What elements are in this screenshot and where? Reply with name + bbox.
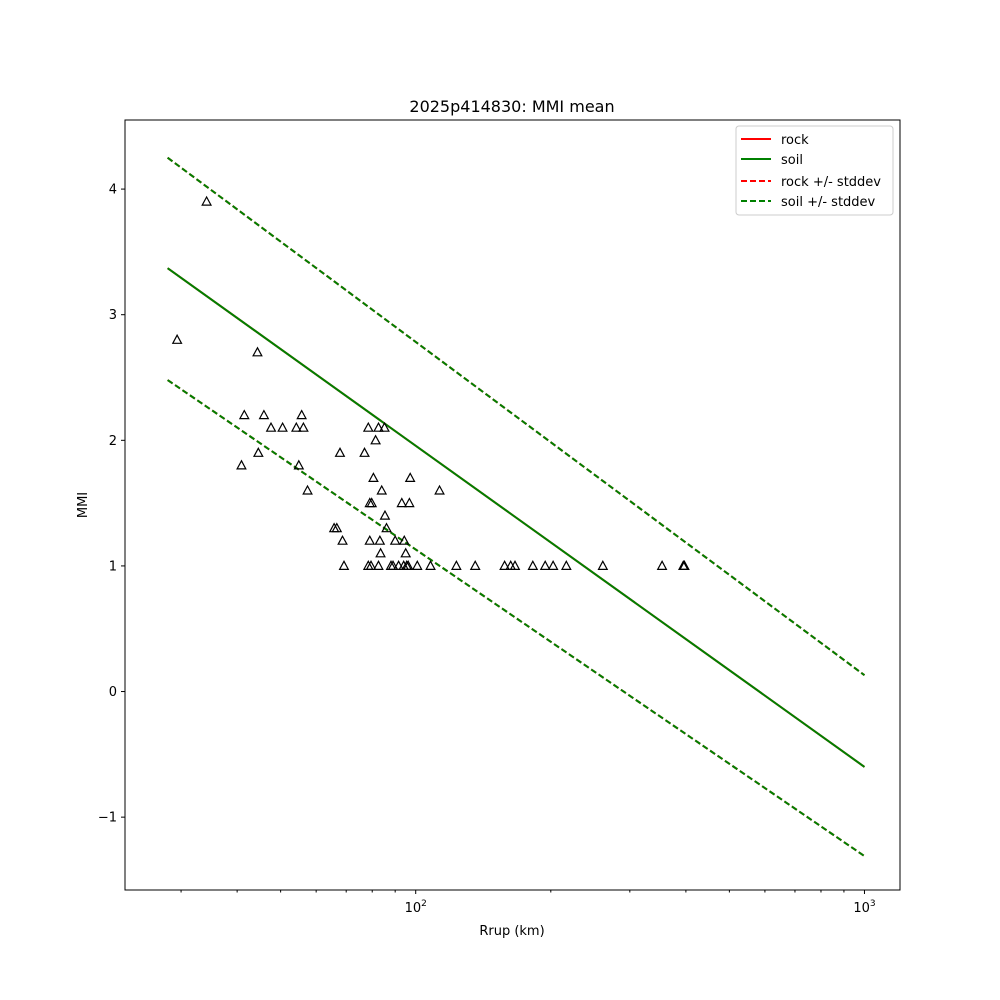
data-point — [398, 534, 410, 545]
data-point — [656, 560, 668, 571]
data-point — [387, 560, 399, 571]
data-point — [425, 560, 436, 571]
data-point — [296, 409, 308, 420]
legend-label-soil: soil — [781, 153, 803, 168]
data-point — [277, 421, 288, 432]
data-point — [362, 421, 374, 432]
data-point — [379, 509, 391, 520]
data-points — [171, 195, 690, 571]
y-axis-label: MMI — [76, 492, 91, 518]
data-point — [364, 534, 376, 545]
data-point — [396, 497, 408, 508]
data-point — [381, 522, 392, 533]
data-point — [337, 534, 348, 545]
series-line-soil-stddev-upper — [167, 156, 866, 677]
data-point — [404, 472, 416, 482]
x-tick-label-exponent: 3 — [870, 899, 876, 909]
data-point — [402, 560, 414, 571]
data-point — [597, 560, 609, 571]
legend-label-soil-stddev: soil +/- stddev — [781, 195, 876, 210]
y-tick-label: 0 — [109, 685, 117, 700]
data-point — [373, 560, 384, 571]
x-tick-label-base: 10 — [853, 901, 870, 916]
data-point — [368, 472, 379, 482]
data-point — [403, 497, 415, 508]
data-point — [238, 409, 250, 420]
series-line-soil — [167, 267, 866, 768]
data-point — [389, 534, 401, 545]
data-point — [561, 560, 572, 571]
data-point — [373, 421, 384, 432]
legend: rock soil rock +/- stddev soil +/- stdde… — [735, 125, 894, 216]
data-point — [365, 560, 377, 571]
plot-background — [125, 120, 900, 890]
data-point — [366, 497, 378, 508]
data-point — [265, 421, 277, 432]
data-point — [297, 421, 309, 432]
data-point — [236, 459, 247, 470]
x-tick-label: 102 — [405, 899, 427, 916]
data-point — [527, 560, 539, 571]
legend-label-rock: rock — [781, 133, 809, 148]
y-tick-label: 4 — [109, 183, 117, 198]
chart-title: 2025p414830: MMI mean — [409, 97, 614, 116]
y-tick-label: 1 — [109, 559, 117, 574]
data-point — [499, 560, 511, 571]
x-tick-label-base: 10 — [405, 901, 422, 916]
data-point — [376, 484, 388, 495]
y-tick-label: 3 — [109, 308, 117, 323]
data-point — [291, 421, 302, 432]
data-point — [539, 560, 551, 571]
data-point — [252, 447, 264, 457]
plot-area — [124, 119, 901, 891]
series-line-soil-stddev-lower — [167, 379, 866, 857]
data-point — [393, 560, 405, 571]
data-point — [302, 484, 313, 495]
data-point — [679, 560, 690, 571]
series-lines — [167, 156, 866, 857]
data-point — [258, 409, 270, 420]
legend-label-rock-stddev: rock +/- stddev — [781, 175, 881, 190]
data-point — [400, 547, 412, 558]
data-point — [171, 333, 183, 344]
x-axis: 102 103 — [180, 890, 876, 916]
plot-frame — [124, 119, 901, 891]
x-axis-label: Rrup (km) — [479, 924, 544, 939]
data-point — [434, 484, 445, 495]
y-axis: −1 0 1 2 3 4 — [98, 183, 125, 826]
data-point — [293, 459, 305, 470]
data-point — [375, 547, 386, 558]
data-point — [450, 560, 462, 571]
data-point — [469, 560, 481, 571]
data-point — [411, 560, 423, 571]
data-point — [359, 447, 370, 457]
data-point — [374, 534, 386, 545]
data-point — [370, 434, 382, 445]
data-point — [331, 522, 343, 533]
data-point — [201, 195, 213, 206]
data-point — [338, 560, 350, 571]
data-point — [509, 560, 521, 571]
x-tick-label: 103 — [853, 899, 875, 916]
legend-box — [735, 125, 894, 216]
y-tick-label: −1 — [98, 811, 117, 826]
x-tick-label-exponent: 2 — [421, 899, 427, 909]
data-point — [547, 560, 559, 571]
data-point — [252, 346, 263, 357]
y-tick-label: 2 — [109, 434, 117, 449]
data-point — [334, 447, 346, 457]
data-point — [379, 421, 390, 432]
